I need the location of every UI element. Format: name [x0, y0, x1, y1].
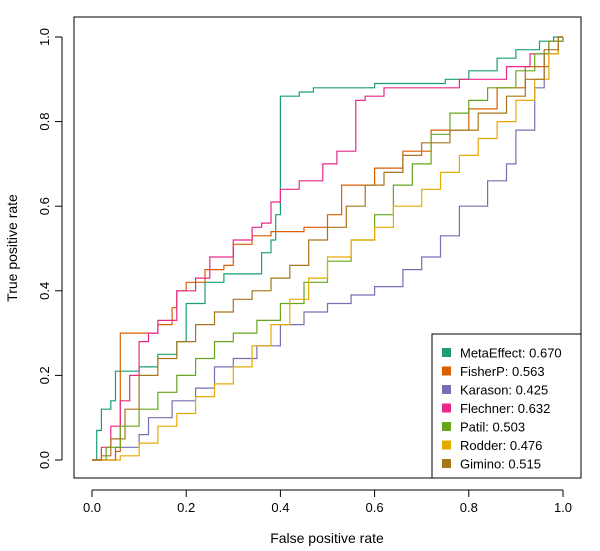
x-tick-label: 0.2 — [177, 500, 195, 515]
x-axis: 0.0 0.2 0.4 0.6 0.8 1.0 — [83, 489, 572, 515]
legend-swatch — [442, 348, 451, 357]
legend-swatch — [442, 422, 451, 431]
x-tick-label: 1.0 — [554, 500, 572, 515]
legend-box — [431, 333, 582, 479]
series-line-1 — [92, 36, 563, 461]
x-tick-label: 0.6 — [366, 500, 384, 515]
legend-label: FisherP: 0.563 — [460, 364, 545, 379]
y-tick-label: 1.0 — [37, 28, 52, 46]
y-tick-label: 0.8 — [37, 113, 52, 131]
x-tick-label: 0.0 — [83, 500, 101, 515]
y-tick-label: 0.6 — [37, 197, 52, 215]
y-tick-label: 0.2 — [37, 366, 52, 384]
series-line-4 — [92, 37, 564, 461]
legend-label: Rodder: 0.476 — [460, 438, 542, 453]
legend-swatch — [442, 440, 451, 450]
series-line-7 — [92, 36, 563, 461]
legend-swatch — [442, 403, 451, 413]
legend-swatch — [442, 385, 451, 394]
series-layer — [92, 36, 564, 461]
x-tick-label: 0.8 — [460, 500, 478, 515]
x-axis-label: False positive rate — [270, 530, 384, 546]
legend: MetaEffect: 0.670 FisherP: 0.563 Karason: … — [431, 333, 582, 479]
y-axis-label: True positive rate — [4, 194, 20, 302]
legend-items: MetaEffect: 0.670 FisherP: 0.563 Karason: … — [442, 346, 562, 472]
y-tick-label: 0.0 — [37, 451, 52, 469]
legend-label: Karason: 0.425 — [460, 383, 548, 398]
legend-label: Patil: 0.503 — [460, 420, 525, 435]
series-line-6 — [92, 36, 563, 461]
legend-swatch — [442, 366, 451, 376]
legend-label: Flechner: 0.632 — [460, 401, 550, 416]
legend-swatch — [442, 459, 451, 468]
y-axis: 0.0 0.2 0.4 0.6 0.8 1.0 — [37, 28, 63, 469]
legend-label: Gimino: 0.515 — [460, 457, 541, 472]
series-line-3 — [92, 36, 563, 461]
x-tick-label: 0.4 — [271, 500, 289, 515]
legend-label: MetaEffect: 0.670 — [460, 346, 562, 361]
plot-frame — [73, 16, 582, 479]
series-line-2 — [92, 36, 563, 461]
y-tick-label: 0.4 — [37, 282, 52, 300]
